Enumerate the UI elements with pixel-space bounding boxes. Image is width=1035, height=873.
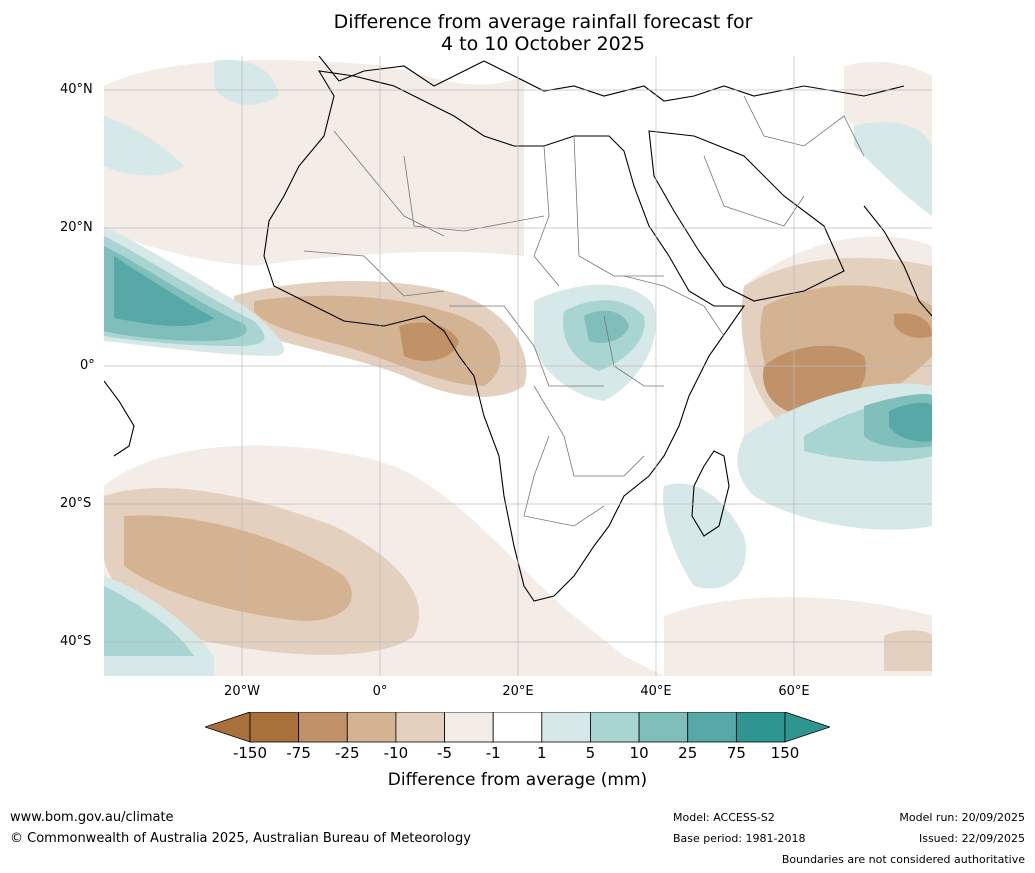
colorbar-cell [492,712,543,743]
map-title-line2: 4 to 10 October 2025 [441,33,645,55]
colorbar-high-arrow [784,712,830,743]
footer-model: Model: ACCESS-S2 [673,811,775,824]
lon-label-20w: 20°W [224,684,260,699]
colorbar-tick-label: -1 [485,744,501,762]
footer-issued: Issued: 22/09/2025 [918,832,1025,845]
colorbar-tick-label: -75 [286,744,311,762]
graticule [104,56,932,676]
coastlines [104,56,932,602]
country-borders [303,95,865,527]
colorbar-tick-label: 25 [678,744,698,762]
footer-base-period: Base period: 1981-2018 [673,832,806,845]
anomaly-very-wet [114,256,932,442]
colorbar-cell [444,712,494,743]
footer-model-run: Model run: 20/09/2025 [899,811,1025,824]
colorbar-tick-label: 5 [585,744,596,762]
colorbar-cell [735,712,786,743]
lat-label-equator: 0° [80,358,95,373]
colorbar-tick-label: -25 [335,744,360,762]
colorbar-cell [541,712,591,743]
colorbar-cell [687,712,737,743]
colorbar-cell [638,712,689,743]
colorbar-cell [346,712,397,743]
colorbar-tick-label: 75 [726,744,746,762]
footer-copyright: © Commonwealth of Australia 2025, Austra… [10,831,471,846]
lat-label-20n: 20°N [60,220,93,235]
map-title-line1: Difference from average rainfall forecas… [333,11,753,33]
footer-boundaries-note: Boundaries are not considered authoritat… [781,853,1025,866]
colorbar-tick-label: 150 [770,744,800,762]
colorbar-label: Difference from average (mm) [387,770,648,790]
colorbar-cell [298,712,348,743]
colorbar-tick-label: -150 [232,744,268,762]
lon-label-40e: 40°E [640,684,672,699]
colorbar-tick-label: 10 [629,744,649,762]
lon-label-20e: 20°E [502,684,534,699]
colorbar-cell [249,712,300,743]
lat-label-20s: 20°S [60,496,92,511]
lat-label-40s: 40°S [60,634,92,649]
colorbar [205,712,830,743]
colorbar-low-arrow [205,712,251,743]
rainfall-difference-map [104,56,932,676]
colorbar-tick-label: 1 [537,744,547,762]
footer-website[interactable]: www.bom.gov.au/climate [10,810,174,825]
map-canvas [104,56,932,676]
colorbar-cell [395,712,445,743]
lat-label-40n: 40°N [60,82,93,97]
lon-label-0: 0° [372,684,388,699]
colorbar-tick-label: -10 [383,744,409,762]
colorbar-cell [590,712,640,743]
lon-label-60e: 60°E [778,684,810,699]
colorbar-tick-label: -5 [437,744,453,762]
